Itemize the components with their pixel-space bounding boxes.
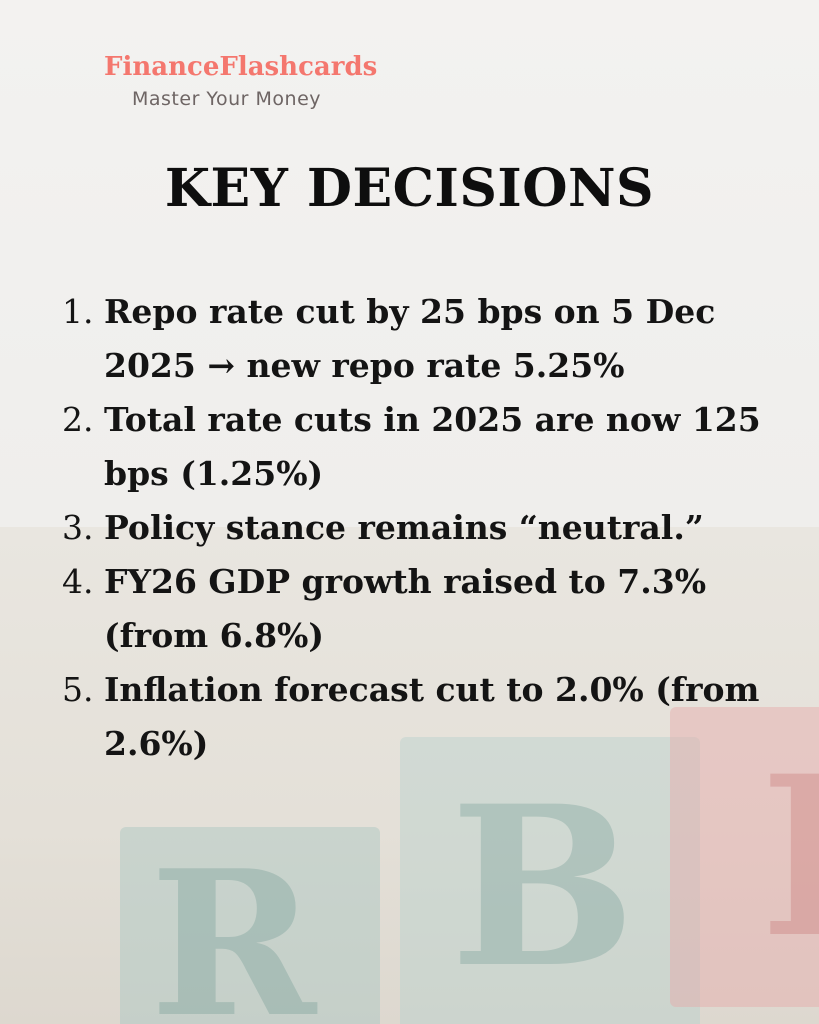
rbi-blocks-photo: R B I <box>0 527 819 1024</box>
paper-background <box>0 0 819 527</box>
list-item: 5. Inflation forecast cut to 2.0% (from 2… <box>62 663 782 771</box>
block-b <box>400 737 700 1024</box>
page-title: KEY DECISIONS <box>164 158 655 219</box>
item-number: 5. <box>62 670 94 709</box>
list-item: 4. FY26 GDP growth raised to 7.3% (from 6… <box>62 555 782 663</box>
block-letter: B <box>450 757 636 1016</box>
block-i <box>670 707 819 1007</box>
item-number: 1. <box>62 292 94 331</box>
list-item: 3. Policy stance remains “neutral.” <box>62 501 782 555</box>
block-letter: R <box>150 827 317 1024</box>
decision-list: 1. Repo rate cut by 25 bps on 5 Dec 2025 … <box>62 285 782 771</box>
list-item: 1. Repo rate cut by 25 bps on 5 Dec 2025 … <box>62 285 782 393</box>
item-text: Inflation forecast cut to 2.0% (from 2.6… <box>104 670 760 763</box>
brand-tagline: Master Your Money <box>132 88 322 110</box>
list-item: 2. Total rate cuts in 2025 are now 125 bp… <box>62 393 782 501</box>
block-r <box>120 827 380 1024</box>
item-number: 4. <box>62 562 94 601</box>
item-number: 3. <box>62 508 94 547</box>
item-text: Repo rate cut by 25 bps on 5 Dec 2025 → … <box>104 292 716 385</box>
item-text: Policy stance remains “neutral.” <box>104 508 704 547</box>
block-letter: I <box>760 727 819 986</box>
item-text: Total rate cuts in 2025 are now 125 bps … <box>104 400 761 493</box>
item-number: 2. <box>62 400 94 439</box>
item-text: FY26 GDP growth raised to 7.3% (from 6.8… <box>104 562 707 655</box>
brand-logo: FinanceFlashcards <box>104 52 378 82</box>
